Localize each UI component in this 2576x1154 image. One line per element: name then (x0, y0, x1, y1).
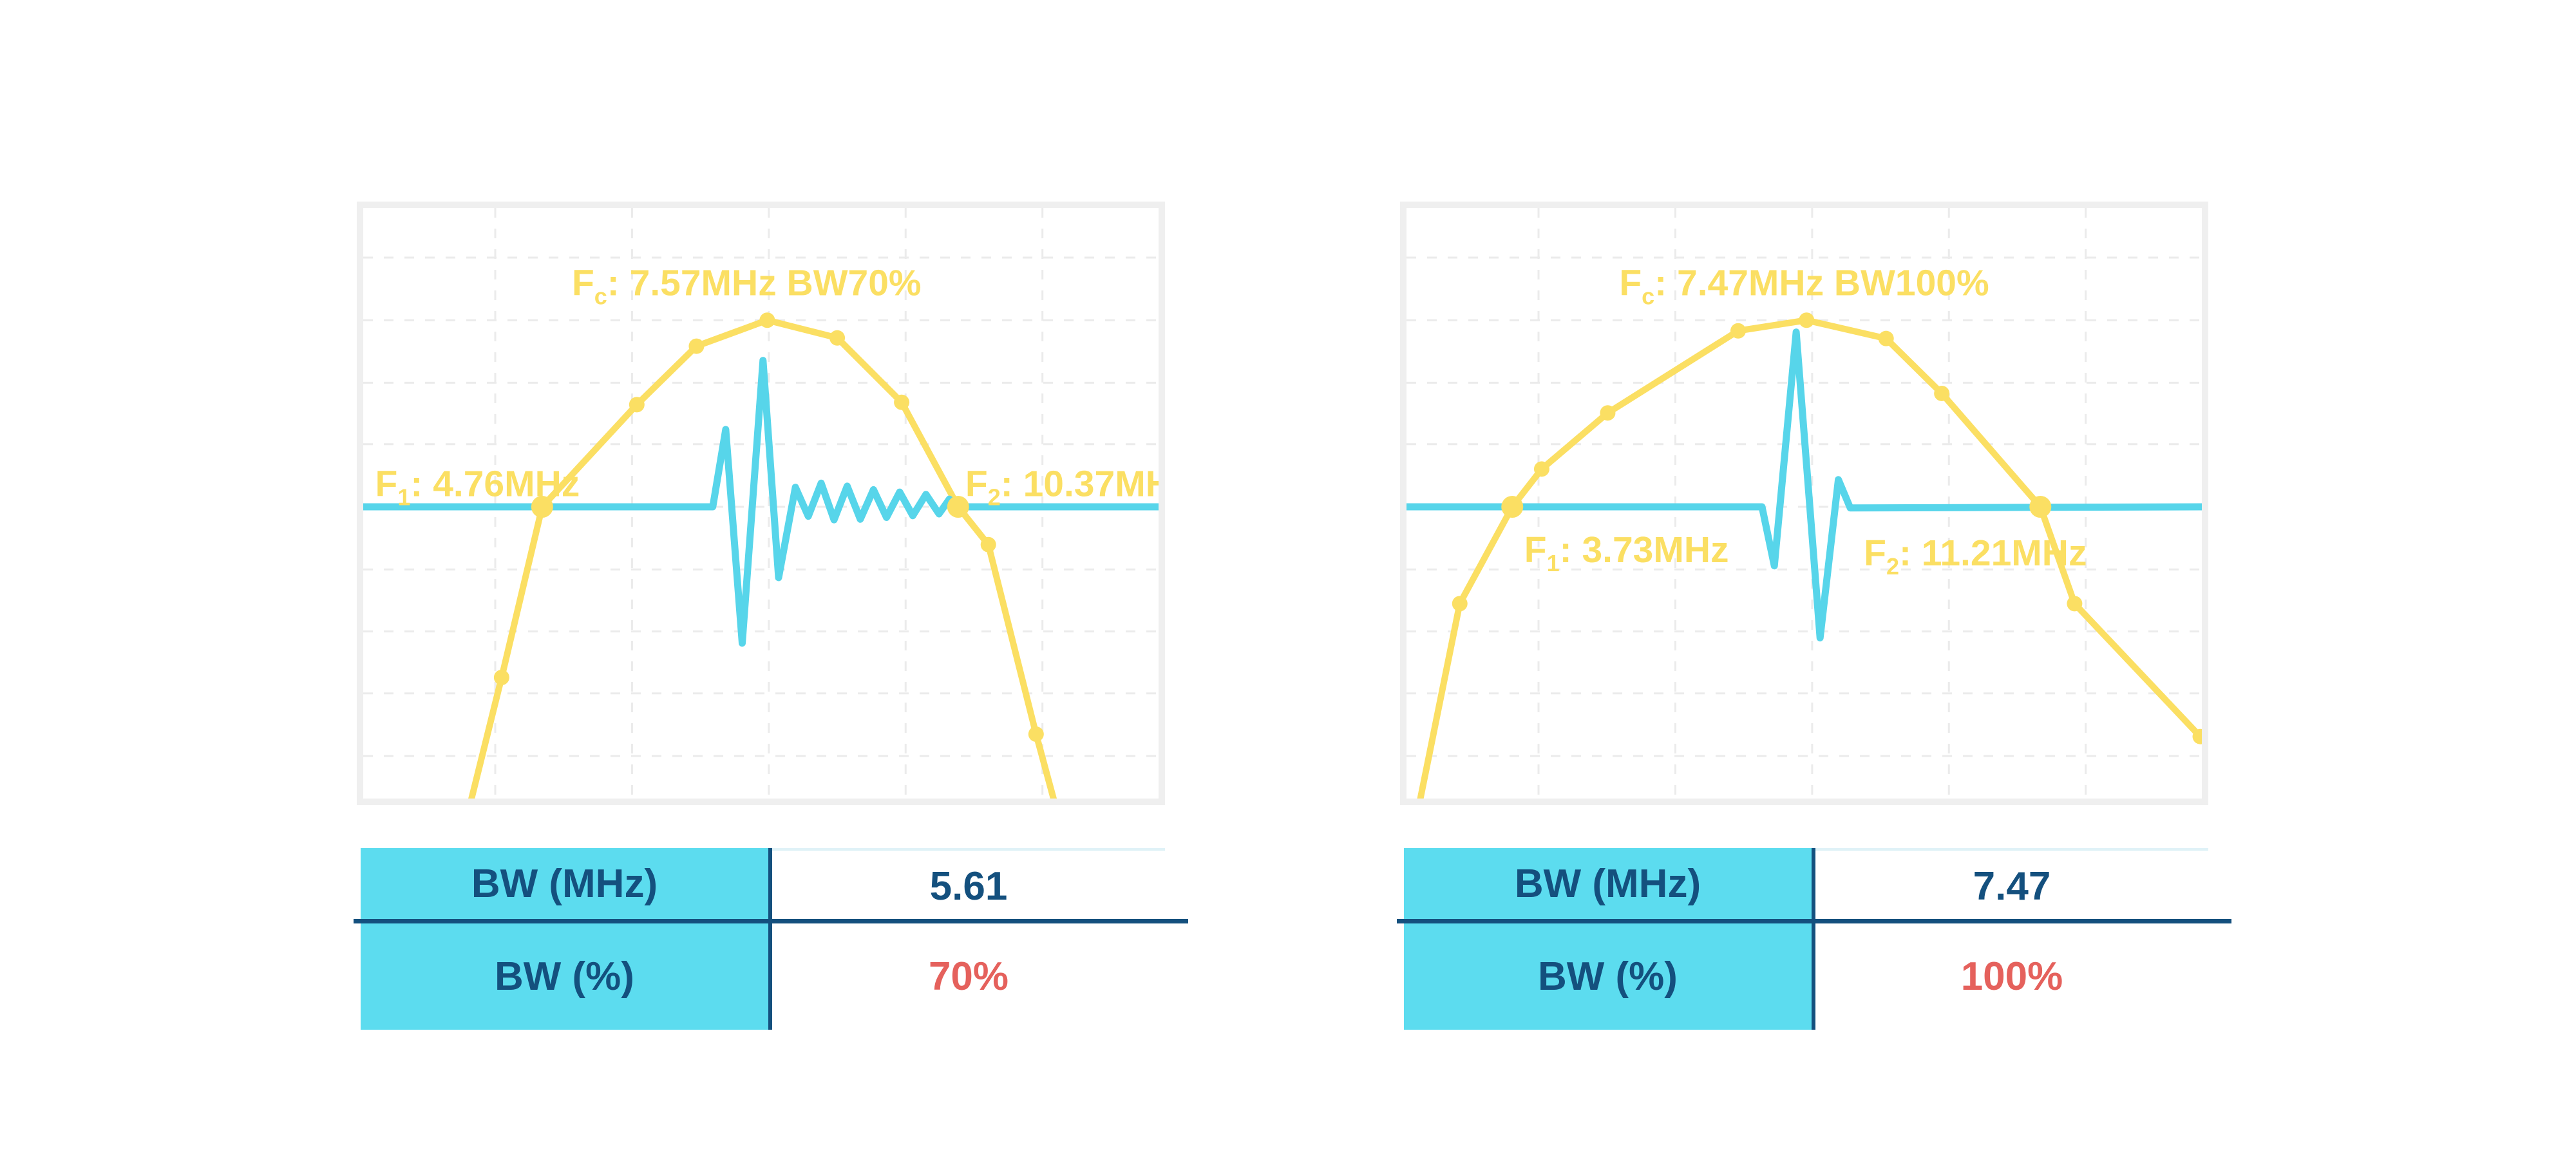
bw-mhz-value-cell: 7.47 (1815, 848, 2208, 922)
fc-label: Fc: 7.57MHz BW70% (572, 263, 922, 310)
chart-frame-left: Fc: 7.57MHz BW70% F1: 4.76MHz F2: 10.37MHz (357, 202, 1165, 805)
bandwidth-edge-marker (2029, 496, 2052, 518)
bw-mhz-label-cell: BW (MHz) (361, 848, 768, 919)
bandwidth-edge-marker (1501, 496, 1524, 518)
pulse-waveform (363, 357, 1159, 647)
bw-pct-label-cell: BW (%) (1404, 923, 1812, 1030)
bandwidth-table-left: BW (MHz) 5.61 BW (%) 70% (354, 202, 1188, 1032)
bw-mhz-value-cell: 5.61 (772, 848, 1165, 922)
bandwidth-edge-marker (531, 496, 553, 518)
spectrum-curve (468, 317, 1057, 799)
f1-label: F1: 4.76MHz (375, 463, 580, 510)
spectrum-curve (1417, 317, 2202, 799)
pulse-spectrum-chart-70: Fc: 7.57MHz BW70% F1: 4.76MHz F2: 10.37MHz (363, 208, 1159, 799)
f1-label: F1: 3.73MHz (1524, 529, 1729, 576)
spectrum-markers (493, 312, 1044, 743)
panel-bw70: Fc: 7.57MHz BW70% F1: 4.76MHz F2: 10.37MHz… (354, 202, 1188, 1032)
table-column-divider (1812, 848, 1815, 1030)
panel-bw100: Fc: 7.47MHz BW100% F1: 3.73MHz F2: 11.21MH… (1397, 202, 2231, 1032)
bw-pct-label-cell: BW (%) (361, 923, 768, 1030)
f2-label: F2: 10.37MHz (965, 463, 1159, 510)
fc-label: Fc: 7.47MHz BW100% (1619, 263, 1989, 310)
bandwidth-table-right: BW (MHz) 7.47 BW (%) 100% (1397, 202, 2231, 1032)
pulse-waveform (1406, 328, 2202, 642)
spectrum-markers (1452, 312, 2202, 744)
bandwidth-edge-marker (947, 496, 969, 518)
bw-pct-value-cell: 70% (772, 923, 1165, 1030)
pulse-spectrum-chart-100: Fc: 7.47MHz BW100% F1: 3.73MHz F2: 11.21MH… (1406, 208, 2202, 799)
bw-pct-value-cell: 100% (1815, 923, 2208, 1030)
bw-mhz-label-cell: BW (MHz) (1404, 848, 1812, 919)
chart-frame-right: Fc: 7.47MHz BW100% F1: 3.73MHz F2: 11.21MH… (1400, 202, 2208, 805)
f2-label: F2: 11.21MHz (1864, 533, 2087, 580)
table-column-divider (768, 848, 772, 1030)
